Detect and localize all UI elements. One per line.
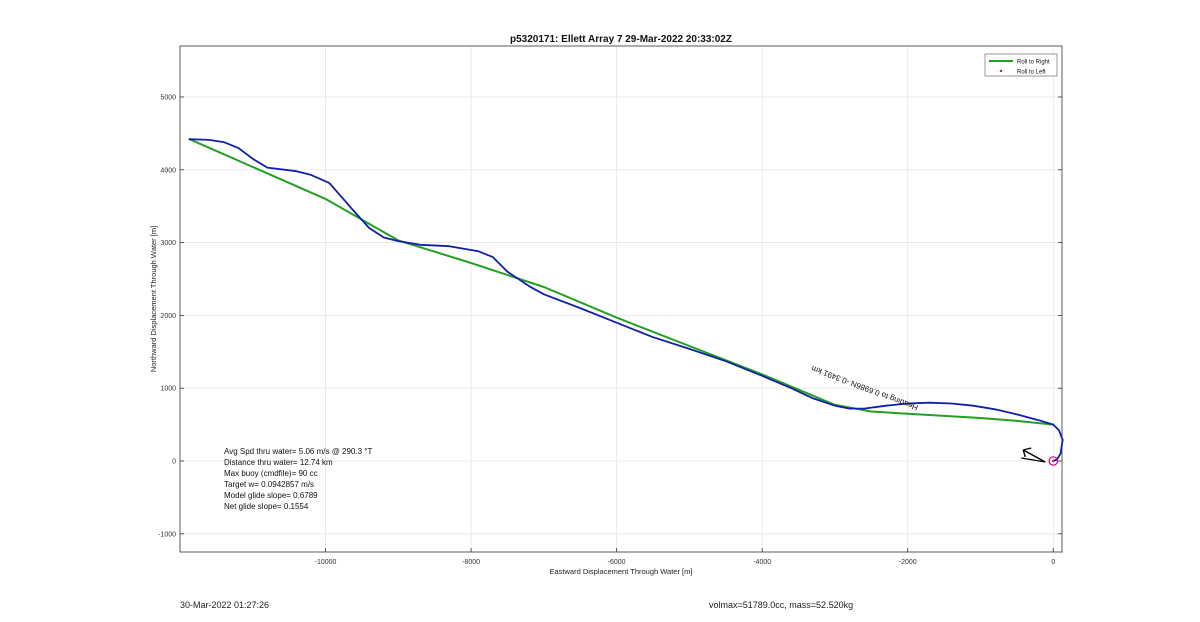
legend-swatch-marker [999, 69, 1003, 73]
chart-title: p5320171: Ellett Array 7 29-Mar-2022 20:… [510, 34, 732, 45]
x-tick-label: -2000 [899, 559, 917, 566]
stats-annotation: Avg Spd thru water= 5.06 m/s @ 290.3 °T D… [224, 447, 372, 511]
y-tick-label: 0 [172, 458, 176, 465]
x-axis-label: Eastward Displacement Through Water [m] [550, 567, 693, 576]
y-tick-label: 2000 [160, 313, 176, 320]
heading-arrow [1021, 447, 1046, 463]
y-tick-label: 4000 [160, 167, 176, 174]
y-tick-label: 3000 [160, 240, 176, 247]
x-tick-label: -10000 [315, 559, 337, 566]
y-tick-label: 1000 [160, 386, 176, 393]
x-tick-label: -6000 [608, 559, 626, 566]
arrow-shaft [1022, 449, 1046, 463]
footer-timestamp: 30-Mar-2022 01:27:26 [180, 600, 270, 610]
glider-track-line [188, 138, 1064, 462]
roll-to-right-line [188, 138, 1055, 426]
plot-frame [179, 45, 1063, 553]
chart-area: -10000 -8000 -6000 -4000 -2000 0-100001000200… [149, 34, 1064, 576]
axis-ticks: -10000 -8000 -6000 -4000 -2000 0-100001000200… [158, 94, 1062, 566]
footer-info: volmax=51789.0cc, mass=52.520kg [709, 600, 854, 610]
stats-line: Target w= 0.0942857 m/s [224, 480, 314, 489]
stats-line: Model glide slope= 0.6789 [224, 491, 318, 500]
arrow-head-2 [1022, 449, 1026, 458]
legend-label: Roll to Right [1017, 59, 1050, 65]
legend: Roll to Right Roll to Left [984, 53, 1058, 77]
arrow-head-1 [1023, 447, 1032, 451]
y-tick-label: -1000 [158, 531, 176, 538]
grid-lines [180, 46, 1062, 552]
stats-line: Max buoy (cmdfile)= 90 cc [224, 469, 318, 478]
x-tick-label: -8000 [462, 559, 480, 566]
roll-to-left-marker [1048, 456, 1059, 466]
y-tick-label: 5000 [160, 94, 176, 101]
x-tick-label: -4000 [753, 559, 771, 566]
stats-line: Distance thru water= 12.74 km [224, 458, 333, 467]
y-axis-label: Northward Displacement Through Water [m] [149, 226, 158, 372]
stats-line: Net glide slope= 0.1554 [224, 502, 309, 511]
series-layer: Heading to 0.6986N -0.3491 km [188, 138, 1064, 466]
x-tick-label: 0 [1051, 559, 1055, 566]
legend-box [984, 53, 1058, 77]
arrow-shaft-2 [1021, 457, 1046, 463]
legend-label: Roll to Left [1017, 69, 1046, 75]
roll-to-left-dot [1052, 459, 1055, 463]
stats-line: Avg Spd thru water= 5.06 m/s @ 290.3 °T [224, 447, 372, 456]
